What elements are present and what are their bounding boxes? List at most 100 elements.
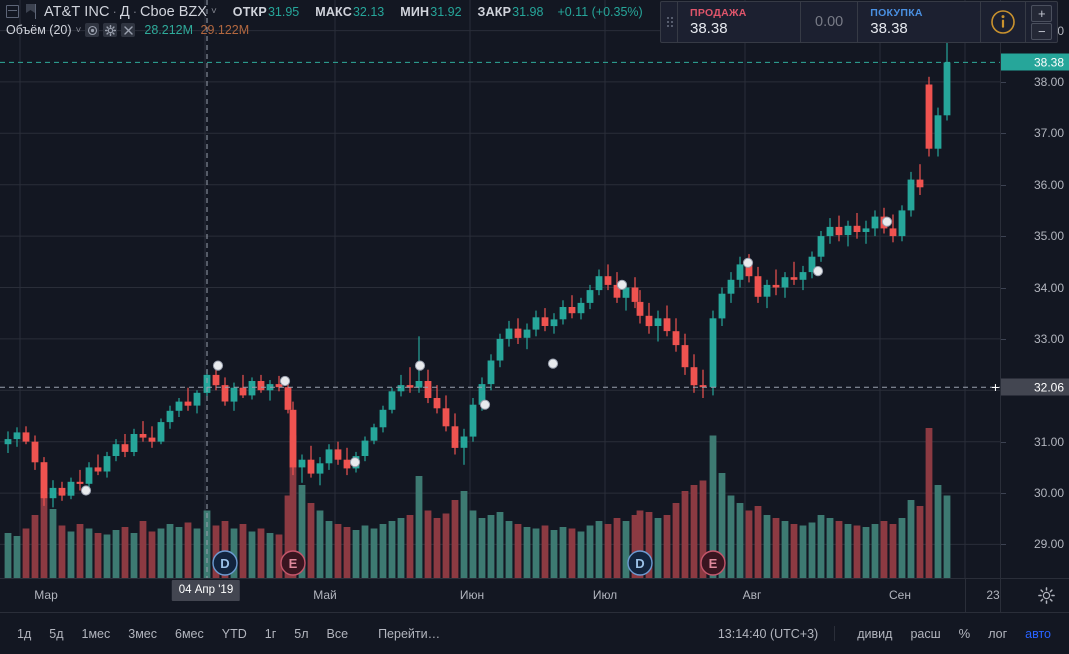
- candle-body: [604, 276, 612, 285]
- earnings-marker: E: [700, 550, 726, 576]
- volume-bar: [690, 485, 698, 578]
- candle-body: [130, 434, 138, 452]
- sell-button[interactable]: ПРОДАЖА 38.38: [677, 2, 800, 42]
- symbol-name[interactable]: AT&T INC: [44, 3, 110, 20]
- candle-body: [460, 436, 468, 448]
- range-button-5л[interactable]: 5л: [294, 626, 309, 641]
- volume-bar: [487, 515, 495, 578]
- volume-bar: [307, 503, 315, 578]
- price-tick-label: 37.00: [1033, 126, 1064, 141]
- gear-icon[interactable]: [103, 23, 118, 37]
- range-button-6мес[interactable]: 6мес: [175, 626, 204, 641]
- volume-bar: [934, 485, 942, 578]
- volume-bar: [103, 534, 111, 578]
- volume-bar: [275, 534, 283, 578]
- size-stepper[interactable]: + −: [1025, 2, 1057, 42]
- chart-control-лог[interactable]: лог: [988, 626, 1008, 641]
- goto-date-button[interactable]: Перейти…: [378, 626, 441, 641]
- last-price-badge: 38.38: [1001, 53, 1069, 71]
- volume-bar: [943, 495, 951, 578]
- candle-body: [289, 409, 297, 468]
- volume-bar: [604, 524, 612, 578]
- volume-bar: [257, 528, 265, 578]
- gear-icon[interactable]: [1038, 587, 1055, 609]
- candle-body: [925, 84, 933, 149]
- candle-body: [595, 276, 603, 291]
- chart-controls[interactable]: 13:14:40 (UTC+3) дивид расш% лог авто: [718, 613, 1059, 654]
- range-button-5д[interactable]: 5д: [49, 626, 64, 641]
- volume-bar: [248, 531, 256, 578]
- ohlc-open-label: ОТКР: [232, 4, 267, 19]
- chart-control-дивид[interactable]: дивид: [857, 626, 893, 641]
- range-button-все[interactable]: Все: [326, 626, 349, 641]
- candlestick-chart-svg: D DE E: [0, 0, 1000, 578]
- volume-bar: [925, 428, 933, 578]
- volume-bar: [496, 512, 504, 578]
- exchange-label[interactable]: Cboe BZX: [140, 3, 207, 20]
- price-axis[interactable]: 39.0038.0037.0036.0035.0034.0033.0031.00…: [991, 0, 1069, 578]
- close-icon[interactable]: [121, 23, 136, 37]
- candle-body: [239, 387, 247, 396]
- candle-body: [361, 440, 369, 456]
- legend-separator-2: ·: [132, 4, 138, 19]
- range-button-1мес[interactable]: 1мес: [81, 626, 111, 641]
- price-tick-label: 30.00: [1033, 486, 1064, 501]
- chevron-down-icon[interactable]: ˅: [210, 6, 217, 17]
- chart-dot-marker: [812, 266, 824, 277]
- candle-body: [645, 315, 653, 327]
- volume-bar: [523, 527, 531, 578]
- add-order-plus-icon[interactable]: +: [991, 378, 1000, 395]
- increase-button[interactable]: +: [1031, 4, 1053, 22]
- candle-body: [754, 276, 762, 297]
- time-tick-label: Авг: [742, 588, 762, 602]
- ohlc-high: МАКС32.13: [315, 5, 384, 19]
- candle-body: [230, 387, 238, 402]
- chart-control-авто[interactable]: авто: [1025, 626, 1051, 641]
- ohlc-low-value: 31.92: [430, 4, 462, 19]
- candle-body: [184, 401, 192, 406]
- flag-icon: [26, 4, 36, 19]
- chart-control-расш[interactable]: расш: [910, 626, 941, 641]
- range-button-1г[interactable]: 1г: [264, 626, 277, 641]
- price-tick-label: 33.00: [1033, 331, 1064, 346]
- minimize-icon[interactable]: [6, 5, 19, 18]
- candle-body: [736, 264, 744, 280]
- candle-body: [862, 228, 870, 232]
- candle-body: [478, 384, 486, 405]
- trade-panel[interactable]: ПРОДАЖА 38.38 0.00 ПОКУПКА 38.38 + −: [660, 1, 1059, 43]
- range-buttons[interactable]: 1д 5д 1мес 3мес 6мес YTD 1г 5л Все Перейти…: [8, 613, 449, 654]
- drag-grip-icon[interactable]: [661, 2, 677, 42]
- candle-body: [826, 226, 834, 237]
- timeframe-label[interactable]: Д: [119, 3, 130, 20]
- clock-label[interactable]: 13:14:40 (UTC+3): [717, 626, 819, 641]
- volume-bar: [862, 527, 870, 578]
- candle-body: [871, 216, 879, 229]
- buy-button[interactable]: ПОКУПКА 38.38: [857, 2, 980, 42]
- volume-bar: [451, 500, 459, 578]
- chevron-down-icon[interactable]: ˅: [75, 24, 82, 36]
- candle-body: [559, 307, 567, 320]
- candle-body: [406, 385, 414, 388]
- eye-icon[interactable]: [85, 23, 100, 37]
- candle-body: [496, 338, 504, 361]
- sell-price: 38.38: [690, 20, 728, 37]
- chart-control-percent[interactable]: %: [958, 626, 971, 641]
- decrease-button[interactable]: −: [1031, 22, 1053, 40]
- volume-indicator-label[interactable]: Объём (20): [6, 23, 72, 37]
- volume-bar: [212, 525, 220, 578]
- candle-body: [532, 317, 540, 330]
- bottom-toolbar[interactable]: 1д 5д 1мес 3мес 6мес YTD 1г 5л Все Перейти… 13:14…: [0, 612, 1069, 654]
- toolbar-divider: [834, 626, 836, 641]
- time-axis[interactable]: Мар Май Июн Июл Авг Сен 23 04 Апр '19: [0, 578, 1069, 613]
- volume-bar: [844, 524, 852, 578]
- volume-bar: [505, 521, 513, 578]
- range-button-ytd[interactable]: YTD: [221, 626, 247, 641]
- range-button-1д[interactable]: 1д: [17, 626, 32, 641]
- candle-body: [772, 284, 780, 288]
- info-icon[interactable]: [980, 2, 1025, 42]
- volume-bar: [230, 528, 238, 578]
- candle-body: [586, 290, 594, 303]
- range-button-3мес[interactable]: 3мес: [128, 626, 157, 641]
